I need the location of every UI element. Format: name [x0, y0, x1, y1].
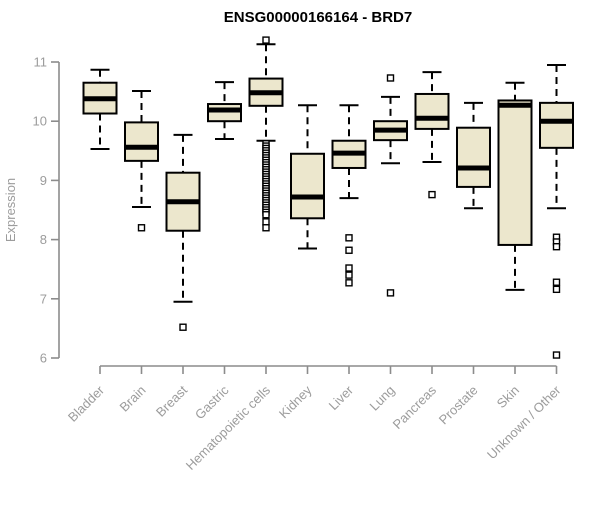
outlier-brain — [137, 224, 146, 232]
outlier-liver — [345, 246, 353, 254]
x-tick-label-lung: Lung — [367, 383, 398, 414]
outlier-pancreas — [428, 190, 436, 199]
outlier-liver — [345, 279, 353, 287]
x-tick-label-skin: Skin — [494, 383, 522, 411]
outlier-lung — [386, 74, 395, 82]
x-tick-label-gastric: Gastric — [192, 382, 232, 422]
y-tick-label: 11 — [34, 55, 48, 70]
box-prostate — [456, 126, 491, 188]
x-tick-label-bladder: Bladder — [65, 382, 108, 425]
box-unknown-other — [539, 101, 574, 149]
outlier-hematopoietic-cells — [262, 218, 270, 226]
box-kidney — [290, 152, 325, 220]
y-tick-label: 6 — [40, 351, 47, 366]
box-skin — [497, 99, 533, 246]
outlier-unknown-other — [552, 278, 561, 286]
outlier-hematopoietic-cells — [262, 211, 270, 219]
outlier-unknown-other — [552, 351, 561, 359]
x-tick-label-breast: Breast — [153, 382, 190, 419]
outlier-hematopoietic-cells — [262, 36, 270, 44]
outlier-lung — [386, 289, 395, 297]
outlier-liver — [345, 264, 353, 272]
outlier-breast — [179, 323, 187, 331]
box-pancreas — [414, 92, 450, 130]
outlier-hematopoietic-cells — [262, 224, 270, 232]
box-brain — [124, 121, 159, 162]
x-tick-label-liver: Liver — [326, 382, 357, 413]
y-tick-label: 8 — [40, 232, 47, 247]
outlier-unknown-other — [552, 243, 561, 251]
y-tick-label: 9 — [40, 173, 47, 188]
outlier-liver — [345, 271, 353, 279]
y-axis-label: Expression — [3, 178, 18, 242]
x-tick-label-pancreas: Pancreas — [390, 382, 440, 432]
outlier-liver — [345, 234, 353, 242]
outlier-unknown-other — [552, 285, 561, 294]
y-tick-label: 7 — [40, 291, 47, 306]
y-tick-label: 10 — [33, 114, 47, 129]
x-tick-label-kidney: Kidney — [276, 382, 315, 421]
chart-title: ENSG00000166164 - BRD7 — [224, 9, 412, 26]
x-tick-label-unknown-other: Unknown / Other — [484, 382, 564, 462]
x-tick-label-prostate: Prostate — [436, 383, 481, 428]
box-gastric — [207, 103, 242, 123]
x-tick-label-brain: Brain — [117, 383, 149, 415]
